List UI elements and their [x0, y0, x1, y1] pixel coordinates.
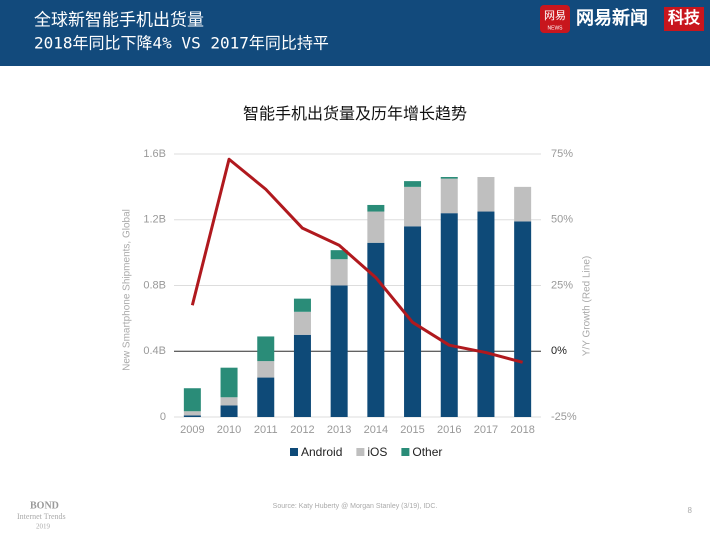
x-tick-label: 2014: [364, 424, 388, 436]
bar-segment: [330, 285, 348, 417]
legend-swatch: [401, 448, 410, 456]
x-tick-label: 2018: [510, 424, 534, 436]
legend-label: Other: [412, 445, 442, 459]
y2-tick-label: 25%: [551, 279, 573, 291]
legend-label: Android: [301, 445, 342, 459]
header-subtitle: 2018年同比下降4% VS 2017年同比持平: [34, 34, 329, 53]
y-tick-label: 0: [160, 411, 166, 423]
bar-segment: [440, 177, 458, 179]
y-tick-label: 1.6B: [143, 148, 166, 160]
logo-name: 网易新闻: [576, 7, 648, 28]
y2-tick-label: 50%: [551, 214, 573, 226]
footer-brand: BOND: [30, 500, 59, 511]
bar-segment: [440, 178, 458, 214]
header-band: [0, 0, 710, 66]
legend-swatch: [290, 448, 298, 456]
legend-label: iOS: [367, 445, 387, 459]
footer-brand-sub: Internet Trends: [17, 512, 66, 521]
y2-axis-title: Y/Y Growth (Red Line): [582, 256, 593, 356]
logo-tag: 科技: [668, 8, 701, 27]
bar-segment: [477, 211, 495, 417]
page-number: 8: [688, 506, 693, 515]
header-title: 全球新智能手机出货量: [34, 10, 204, 29]
bar-segment: [367, 204, 385, 212]
logo-icon-text: 网易: [544, 9, 566, 22]
chart-title: 智能手机出货量及历年增长趋势: [243, 105, 467, 123]
y-tick-label: 0.4B: [143, 345, 166, 357]
bar-segment: [514, 221, 532, 417]
x-tick-label: 2009: [180, 424, 204, 436]
footer-brand-year: 2019: [36, 523, 51, 531]
bar-segment: [257, 377, 275, 417]
x-tick-label: 2017: [474, 424, 498, 436]
bar-segment: [183, 388, 201, 412]
x-tick-label: 2012: [290, 424, 314, 436]
y-tick-label: 1.2B: [143, 214, 166, 226]
y2-tick-label: 75%: [551, 148, 573, 160]
x-tick-label: 2015: [400, 424, 424, 436]
bar-segment: [293, 334, 311, 417]
logo-icon-sub: NEWS: [548, 25, 564, 31]
bar-segment: [477, 177, 495, 212]
bar-segment: [404, 186, 422, 227]
bar-segment: [183, 411, 201, 416]
growth-line: [190, 157, 524, 364]
bar-segment: [220, 397, 238, 406]
logo-icon: [540, 5, 570, 33]
x-tick-label: 2016: [437, 424, 461, 436]
y-axis-title: New Smartphone Shipments, Global: [122, 209, 133, 371]
footer-source: Source: Katy Huberty @ Morgan Stanley (3…: [273, 503, 438, 510]
x-tick-label: 2010: [217, 424, 241, 436]
x-tick-label: 2011: [254, 424, 278, 436]
bar-segment: [404, 181, 422, 187]
bar-segment: [257, 361, 275, 378]
bar-segment: [514, 186, 532, 222]
bar-segment: [220, 405, 238, 417]
logo-tag-box: [664, 7, 704, 31]
legend-swatch: [356, 448, 365, 456]
bar-segment: [183, 415, 201, 417]
bar-segment: [330, 250, 348, 260]
bar-segment: [220, 367, 238, 398]
bar-segment: [330, 259, 348, 286]
y2-tick-label: 0%: [551, 345, 567, 357]
bar-segment: [367, 211, 385, 243]
bar-segment: [257, 336, 275, 362]
bar-segment: [293, 311, 311, 335]
bar-segment: [440, 213, 458, 417]
bar-segment: [293, 298, 311, 312]
x-tick-label: 2013: [327, 424, 351, 436]
y-tick-label: 0.8B: [143, 279, 166, 291]
bar-segment: [367, 242, 385, 417]
y2-tick-label: -25%: [551, 411, 577, 423]
